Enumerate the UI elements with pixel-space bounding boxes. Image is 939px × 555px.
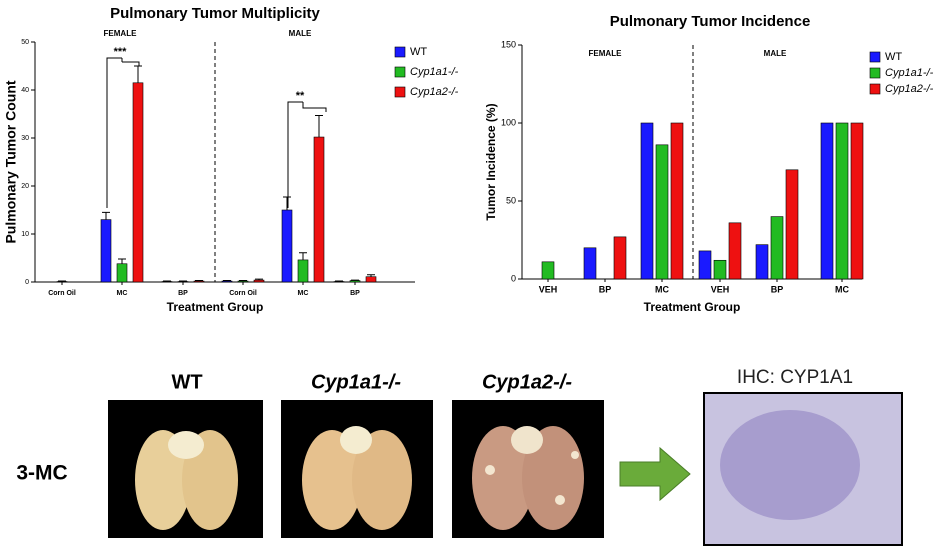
arrow <box>620 448 690 500</box>
x-tick-label: VEH <box>539 284 558 294</box>
chart-title: Pulmonary Tumor Incidence <box>610 13 811 30</box>
y-tick-label: 40 <box>21 87 29 94</box>
x-tick-label: BP <box>771 284 784 294</box>
legend-swatch <box>870 68 880 78</box>
y-tick-label: 100 <box>501 117 516 127</box>
bar <box>298 260 308 282</box>
bar <box>101 220 111 282</box>
x-tick-label: MC <box>655 284 669 294</box>
error-bar <box>118 259 126 264</box>
bar <box>222 281 232 282</box>
bar <box>366 277 376 282</box>
lung-photos <box>108 400 604 538</box>
legend-swatch <box>395 67 405 77</box>
bar <box>542 262 554 279</box>
bar <box>699 251 711 279</box>
bar <box>851 123 863 279</box>
image-label: Cyp1a1-/- <box>311 371 401 393</box>
bar <box>584 248 596 279</box>
bar <box>350 281 360 282</box>
error-bar <box>283 197 291 210</box>
bar <box>656 145 668 279</box>
x-tick-label: Corn Oil <box>48 290 76 297</box>
bar <box>194 281 204 282</box>
legend-swatch <box>870 84 880 94</box>
bar <box>821 123 833 279</box>
error-bar <box>102 212 110 219</box>
legend-label: Cyp1a1-/- <box>410 66 459 78</box>
x-tick-label: VEH <box>711 284 730 294</box>
y-tick-label: 0 <box>25 279 29 286</box>
x-tick-label: MC <box>117 290 128 297</box>
legend-label: WT <box>410 46 427 58</box>
x-tick-label: BP <box>599 284 612 294</box>
error-bar <box>315 115 323 137</box>
bar <box>836 123 848 279</box>
image-label: WT <box>171 371 202 393</box>
error-bar <box>134 66 142 83</box>
group-label: FEMALE <box>589 49 623 58</box>
bar <box>238 281 248 282</box>
y-tick-label: 50 <box>506 195 516 205</box>
y-tick-label: 30 <box>21 135 29 142</box>
bar <box>133 83 143 282</box>
bar <box>771 217 783 279</box>
legend-label: WT <box>885 51 902 63</box>
image-label: Cyp1a2-/- <box>482 371 572 393</box>
legend-label: Cyp1a2-/- <box>410 86 459 98</box>
y-tick-label: 20 <box>21 183 29 190</box>
group-label: MALE <box>764 49 787 58</box>
legend-label: Cyp1a1-/- <box>885 67 934 79</box>
y-axis-title: Tumor Incidence (%) <box>484 103 498 220</box>
bar <box>756 245 768 279</box>
error-bar <box>299 253 307 260</box>
group-label: MALE <box>289 29 312 38</box>
chart-title: Pulmonary Tumor Multiplicity <box>110 5 320 22</box>
y-tick-label: 150 <box>501 39 516 49</box>
x-tick-label: BP <box>178 290 188 297</box>
bar <box>714 260 726 279</box>
legend-swatch <box>395 47 405 57</box>
y-tick-label: 0 <box>511 273 516 283</box>
x-tick-label: Corn Oil <box>229 290 257 297</box>
bar <box>671 123 683 279</box>
bar <box>314 137 324 282</box>
y-tick-label: 50 <box>21 39 29 46</box>
annotation: *** <box>114 46 128 58</box>
bar <box>282 210 292 282</box>
x-tick-label: BP <box>350 290 360 297</box>
bar <box>254 280 264 282</box>
legend-swatch <box>395 87 405 97</box>
bar <box>614 237 626 279</box>
bar <box>729 223 741 279</box>
image-label: IHC: CYP1A1 <box>737 367 853 388</box>
y-axis-title: Pulmonary Tumor Count <box>3 80 19 243</box>
row-label: 3-MC <box>16 462 67 485</box>
bar <box>786 170 798 279</box>
x-axis-title: Treatment Group <box>167 300 264 314</box>
group-label: FEMALE <box>104 29 138 38</box>
bar <box>641 123 653 279</box>
legend-swatch <box>870 52 880 62</box>
ihc-region <box>720 410 860 520</box>
x-axis-title: Treatment Group <box>644 300 741 314</box>
y-tick-label: 10 <box>21 231 29 238</box>
bar <box>117 264 127 282</box>
x-tick-label: MC <box>835 284 849 294</box>
legend-label: Cyp1a2-/- <box>885 83 934 95</box>
x-tick-label: MC <box>298 290 309 297</box>
annotation: ** <box>296 90 305 102</box>
